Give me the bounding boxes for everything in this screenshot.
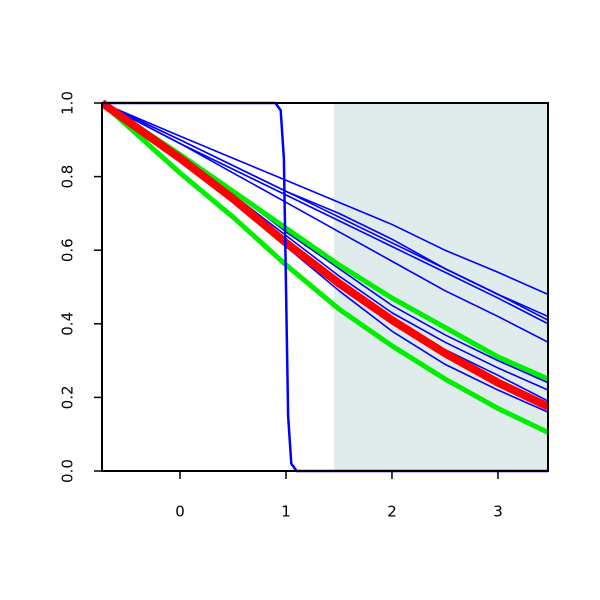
line bbox=[102, 101, 548, 435]
y-tick-label: 1.0 bbox=[59, 91, 77, 115]
x-tick-label: 0 bbox=[175, 503, 185, 521]
line bbox=[102, 102, 548, 325]
x-tick-label: 1 bbox=[281, 503, 291, 521]
line bbox=[102, 102, 548, 343]
plot-frame bbox=[101, 102, 549, 472]
y-tick-label: 0.4 bbox=[59, 312, 77, 336]
y-tick-label: 0.2 bbox=[59, 385, 77, 409]
y-tick-label: 0.0 bbox=[59, 459, 77, 483]
y-tick-label: 0.8 bbox=[59, 165, 77, 189]
line bbox=[102, 99, 548, 411]
line bbox=[102, 102, 548, 296]
line bbox=[102, 101, 548, 473]
y-tick-label: 0.6 bbox=[59, 238, 77, 262]
x-tick-label: 2 bbox=[387, 503, 397, 521]
line bbox=[102, 102, 548, 321]
x-tick-label: 3 bbox=[493, 503, 503, 521]
